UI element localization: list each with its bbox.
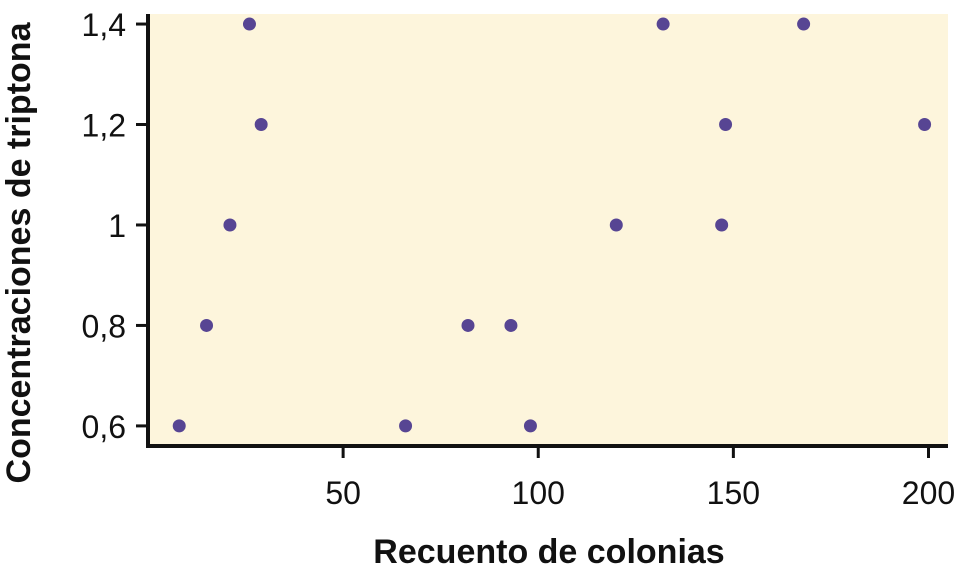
data-point: [719, 118, 733, 132]
data-point: [715, 218, 729, 232]
data-point: [399, 419, 413, 433]
data-point: [609, 218, 623, 232]
data-point: [797, 17, 811, 31]
data-point: [172, 419, 186, 433]
data-point: [918, 118, 932, 132]
x-tick-label: 150: [707, 475, 760, 511]
data-point: [254, 118, 268, 132]
data-point: [242, 17, 256, 31]
y-tick-label: 1,2: [82, 108, 126, 144]
data-point: [223, 218, 237, 232]
x-tick-label: 50: [325, 475, 361, 511]
data-point: [504, 318, 518, 332]
x-axis-title: Recuento de colonias: [373, 533, 724, 571]
x-axis-ticks: 50 100 150 200: [325, 446, 955, 511]
y-tick-label: 1: [108, 208, 126, 244]
data-point: [523, 419, 537, 433]
data-points: [172, 17, 932, 433]
y-tick-label: 1,4: [82, 7, 126, 43]
data-point: [656, 17, 670, 31]
data-point: [200, 318, 214, 332]
data-point: [461, 318, 475, 332]
x-tick-label: 100: [512, 475, 565, 511]
plot-area: [148, 14, 948, 446]
y-axis-ticks: 0,6 0,8 1 1,2 1,4: [82, 7, 148, 445]
y-axis-title: Concentraciones de triptona: [0, 21, 38, 483]
y-tick-label: 0,8: [82, 308, 126, 344]
x-tick-label: 200: [902, 475, 955, 511]
y-tick-label: 0,6: [82, 409, 126, 445]
